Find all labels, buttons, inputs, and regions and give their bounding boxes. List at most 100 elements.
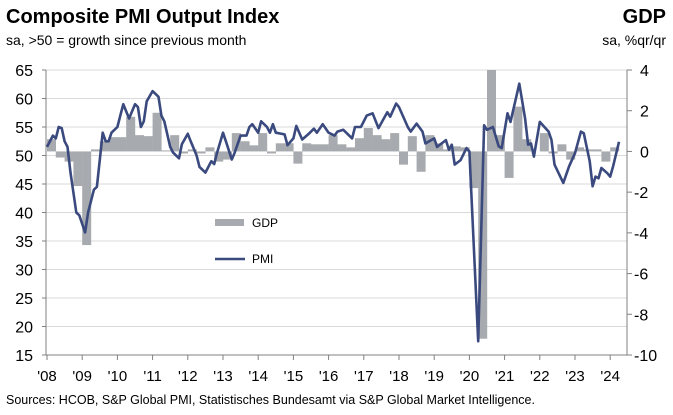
x-tick-label: '13 <box>213 368 233 385</box>
left-tick-label: 35 <box>15 234 33 251</box>
gdp-bar <box>328 135 338 152</box>
legend-gdp-label: GDP <box>252 216 278 230</box>
x-tick-label: '12 <box>178 368 198 385</box>
gdp-bar <box>539 133 549 152</box>
gdp-bar <box>73 151 83 187</box>
x-tick-label: '22 <box>530 368 550 385</box>
left-tick-label: 20 <box>15 320 33 337</box>
gdp-bar <box>381 139 391 152</box>
x-tick-label: '20 <box>460 368 480 385</box>
left-tick-label: 25 <box>15 291 33 308</box>
gdp-bar <box>575 147 584 152</box>
x-tick-label: '23 <box>565 368 585 385</box>
chart-title: Composite PMI Output Index <box>6 6 280 28</box>
gdp-bar <box>601 151 611 162</box>
gdp-bar <box>108 137 118 152</box>
gdp-bar <box>205 147 215 152</box>
gdp-bar <box>284 143 294 152</box>
legend: GDP PMI <box>215 216 278 266</box>
gdp-bar <box>223 151 232 160</box>
gdp-bar <box>187 149 197 152</box>
x-tick-label: '08 <box>37 368 57 385</box>
gdp-bar <box>258 133 268 152</box>
left-tick-label: 55 <box>15 120 33 137</box>
gdp-bar <box>152 112 162 152</box>
gdp-bar <box>267 151 276 154</box>
gdp-bar <box>293 151 303 164</box>
legend-pmi-label: PMI <box>252 252 273 266</box>
gdp-bar <box>566 151 576 160</box>
x-tick-label: '11 <box>143 368 161 385</box>
right-tick-label: 2 <box>640 104 649 121</box>
gdp-bar <box>487 70 496 152</box>
gdp-bar <box>170 135 180 152</box>
gdp-bar <box>47 139 56 152</box>
gdp-bar <box>240 141 250 152</box>
right-axis-subtitle: sa, %qr/qr <box>602 32 666 48</box>
x-tick-label: '21 <box>495 368 515 385</box>
gdp-bar <box>355 138 364 152</box>
left-tick-label: 15 <box>15 348 33 365</box>
gdp-bar <box>425 135 435 152</box>
gdp-bar <box>302 143 312 152</box>
right-tick-label: -2 <box>634 185 648 202</box>
gdp-bar <box>451 146 461 152</box>
gdp-bar <box>311 144 320 152</box>
right-tick-label: -6 <box>634 267 648 284</box>
pmi-line <box>45 82 621 343</box>
gdp-bar <box>469 151 479 189</box>
gdp-bar <box>390 133 400 152</box>
gdp-bar <box>249 145 259 152</box>
x-tick-label: '19 <box>424 368 444 385</box>
gdp-bar <box>363 128 373 152</box>
gridlines <box>46 69 627 327</box>
gdp-bar <box>91 149 100 152</box>
left-tick-label: 45 <box>15 177 33 194</box>
left-tick-label: 30 <box>15 263 33 280</box>
gdp-bar <box>179 151 188 154</box>
x-tick-label: '17 <box>354 368 374 385</box>
gdp-bar <box>372 135 382 152</box>
gdp-bar <box>443 149 452 152</box>
gdp-bar <box>557 144 567 152</box>
gdp-bar <box>513 106 523 152</box>
x-tick-label: '09 <box>72 368 92 385</box>
right-tick-label: -10 <box>634 348 657 365</box>
x-tick-label: '15 <box>284 368 304 385</box>
gdp-bar <box>610 147 620 152</box>
x-tick-label: '14 <box>248 368 268 385</box>
gdp-bar <box>522 139 532 152</box>
gdp-bar <box>592 149 602 152</box>
right-tick-label: 0 <box>640 144 649 161</box>
x-tick-label: '18 <box>389 368 409 385</box>
gdp-bar <box>214 151 224 162</box>
left-tick-label: 65 <box>15 63 33 80</box>
gdp-bar <box>231 133 241 152</box>
gdp-bar <box>478 151 488 339</box>
gdp-bar <box>161 150 171 152</box>
right-tick-label: -4 <box>634 226 648 243</box>
gdp-bar <box>55 151 65 158</box>
gdp-bar <box>99 141 109 152</box>
gdp-bar <box>337 144 347 152</box>
gdp-bar <box>495 135 505 152</box>
right-axis-title: GDP <box>622 6 666 28</box>
x-tick-label: '16 <box>319 368 339 385</box>
left-tick-label: 60 <box>15 92 33 109</box>
gdp-bar <box>319 144 329 152</box>
right-tick-label: -8 <box>634 307 648 324</box>
gdp-bar <box>416 151 426 172</box>
left-tick-label: 40 <box>15 206 33 223</box>
gdp-bar <box>143 136 153 152</box>
x-tick-label: '24 <box>600 368 620 385</box>
right-tick-label: 4 <box>640 63 649 80</box>
left-tick-label: 50 <box>15 149 33 166</box>
legend-gdp-swatch <box>215 219 244 226</box>
gdp-bar <box>346 147 356 152</box>
gdp-bar <box>126 116 136 152</box>
gdp-bar <box>407 136 417 152</box>
source-note: Sources: HCOB, S&P Global PMI, Statistis… <box>6 393 535 407</box>
gdp-bar <box>275 143 285 152</box>
